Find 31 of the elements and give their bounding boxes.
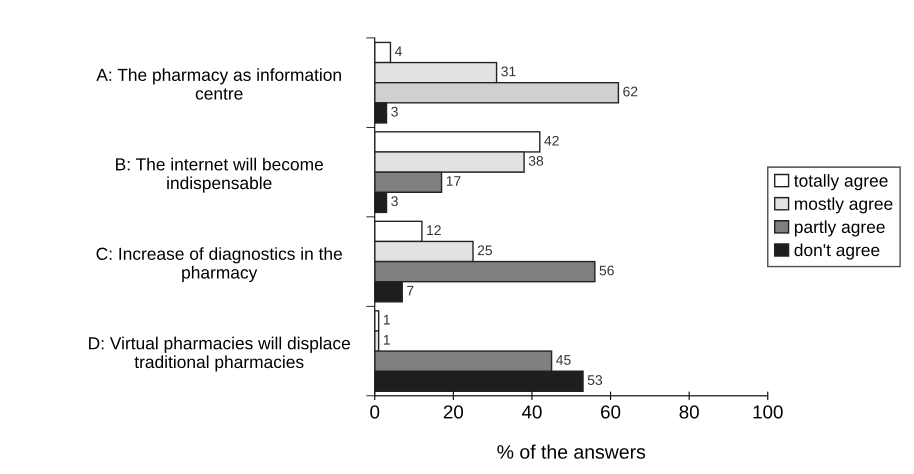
data-label: 45 xyxy=(556,355,571,365)
data-label: 3 xyxy=(391,196,398,206)
data-label: 1 xyxy=(384,335,390,345)
legend-label: partly agree xyxy=(794,220,885,237)
data-label: 4 xyxy=(394,46,402,56)
data-label: 56 xyxy=(600,266,614,276)
data-label: 7 xyxy=(407,286,414,296)
y-tick-label: A: The pharmacy as information centre xyxy=(96,68,341,100)
data-label: 12 xyxy=(427,225,441,235)
legend-label: don't agree xyxy=(794,243,880,260)
data-label: 53 xyxy=(588,375,602,385)
data-label: 17 xyxy=(446,176,460,186)
data-label: 62 xyxy=(623,86,638,96)
x-axis-title: % of the answers xyxy=(497,444,646,459)
legend-label: mostly agree xyxy=(794,197,892,214)
x-tick-label: 100 xyxy=(754,405,783,419)
data-label: 25 xyxy=(478,245,492,256)
x-tick-label: 60 xyxy=(601,405,620,419)
data-label: 3 xyxy=(391,106,398,117)
legend-label: totally agree xyxy=(794,174,888,190)
data-label: 38 xyxy=(528,156,544,166)
y-tick-label: C: Increase of diagnostics in the pharmacy xyxy=(96,247,342,282)
x-tick-label: 20 xyxy=(444,405,464,419)
x-tick-label: 0 xyxy=(370,405,380,419)
x-tick-label: 40 xyxy=(522,405,542,419)
data-label: 31 xyxy=(501,66,516,76)
y-tick-label: D: Virtual pharmacies will displace traditional pharmacies xyxy=(89,336,350,372)
x-tick-label: 80 xyxy=(680,405,699,419)
y-tick-label: B: The internet will become indispensable xyxy=(116,158,323,193)
data-label: 42 xyxy=(544,136,559,146)
data-label: 1 xyxy=(384,314,390,324)
